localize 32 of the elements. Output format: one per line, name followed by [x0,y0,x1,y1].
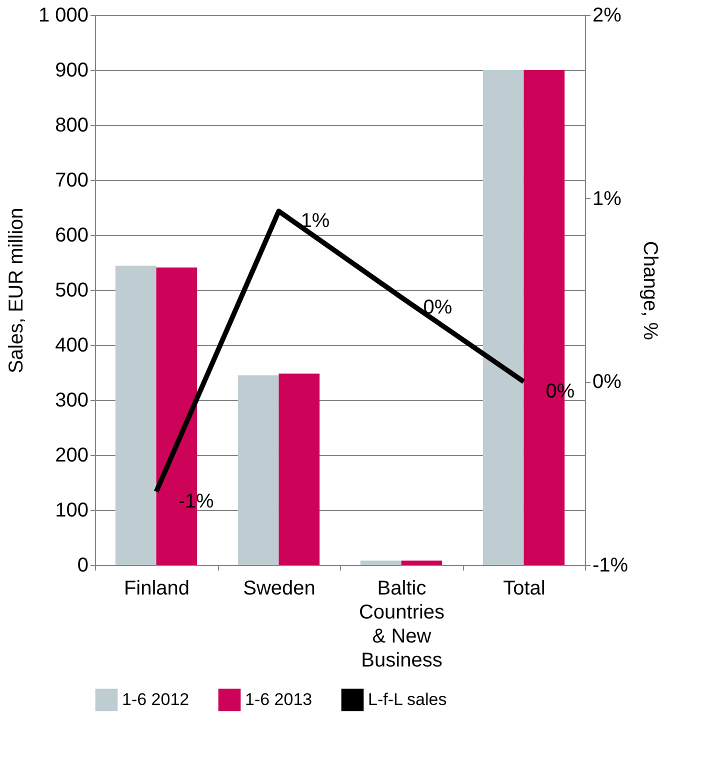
bar [360,560,402,565]
y-tick-label: 900 [55,60,88,82]
y-tick-label: 700 [55,170,88,192]
y-tick-label: 800 [55,114,88,136]
bar [115,266,156,565]
bar [482,70,524,565]
y-axis-title: Sales, EUR million [5,208,28,374]
bar [238,375,279,565]
x-tick-label: Baltic Countries & New Business [358,578,445,672]
x-tick-label: Total [503,578,546,600]
bar [278,374,320,565]
y2-tick-label: 2% [592,4,622,26]
data-label: 1% [300,210,330,232]
y-tick-label: 100 [55,500,88,522]
y2-tick-label: -1% [592,554,628,576]
legend-label: L-f-L sales [368,690,447,709]
y-tick-label: 400 [55,334,88,356]
x-tick-label: Finland [124,578,190,600]
bar [401,560,442,565]
y-tick-label: 0 [77,554,88,576]
x-tick-label: Sweden [243,578,316,600]
y-tick-label: 600 [55,224,88,246]
y-tick-label: 300 [55,390,88,412]
y-tick-label: 500 [55,280,88,302]
y-tick-label: 1 000 [38,4,88,26]
legend-label: 1-6 2013 [245,690,312,709]
y2-tick-label: 1% [592,188,622,210]
legend-label: 1-6 2012 [122,690,190,709]
data-label: 0% [423,296,452,318]
y2-tick-label: 0% [592,371,622,394]
y2-axis-title: Change, % [639,241,662,340]
y-tick-label: 200 [55,444,88,466]
